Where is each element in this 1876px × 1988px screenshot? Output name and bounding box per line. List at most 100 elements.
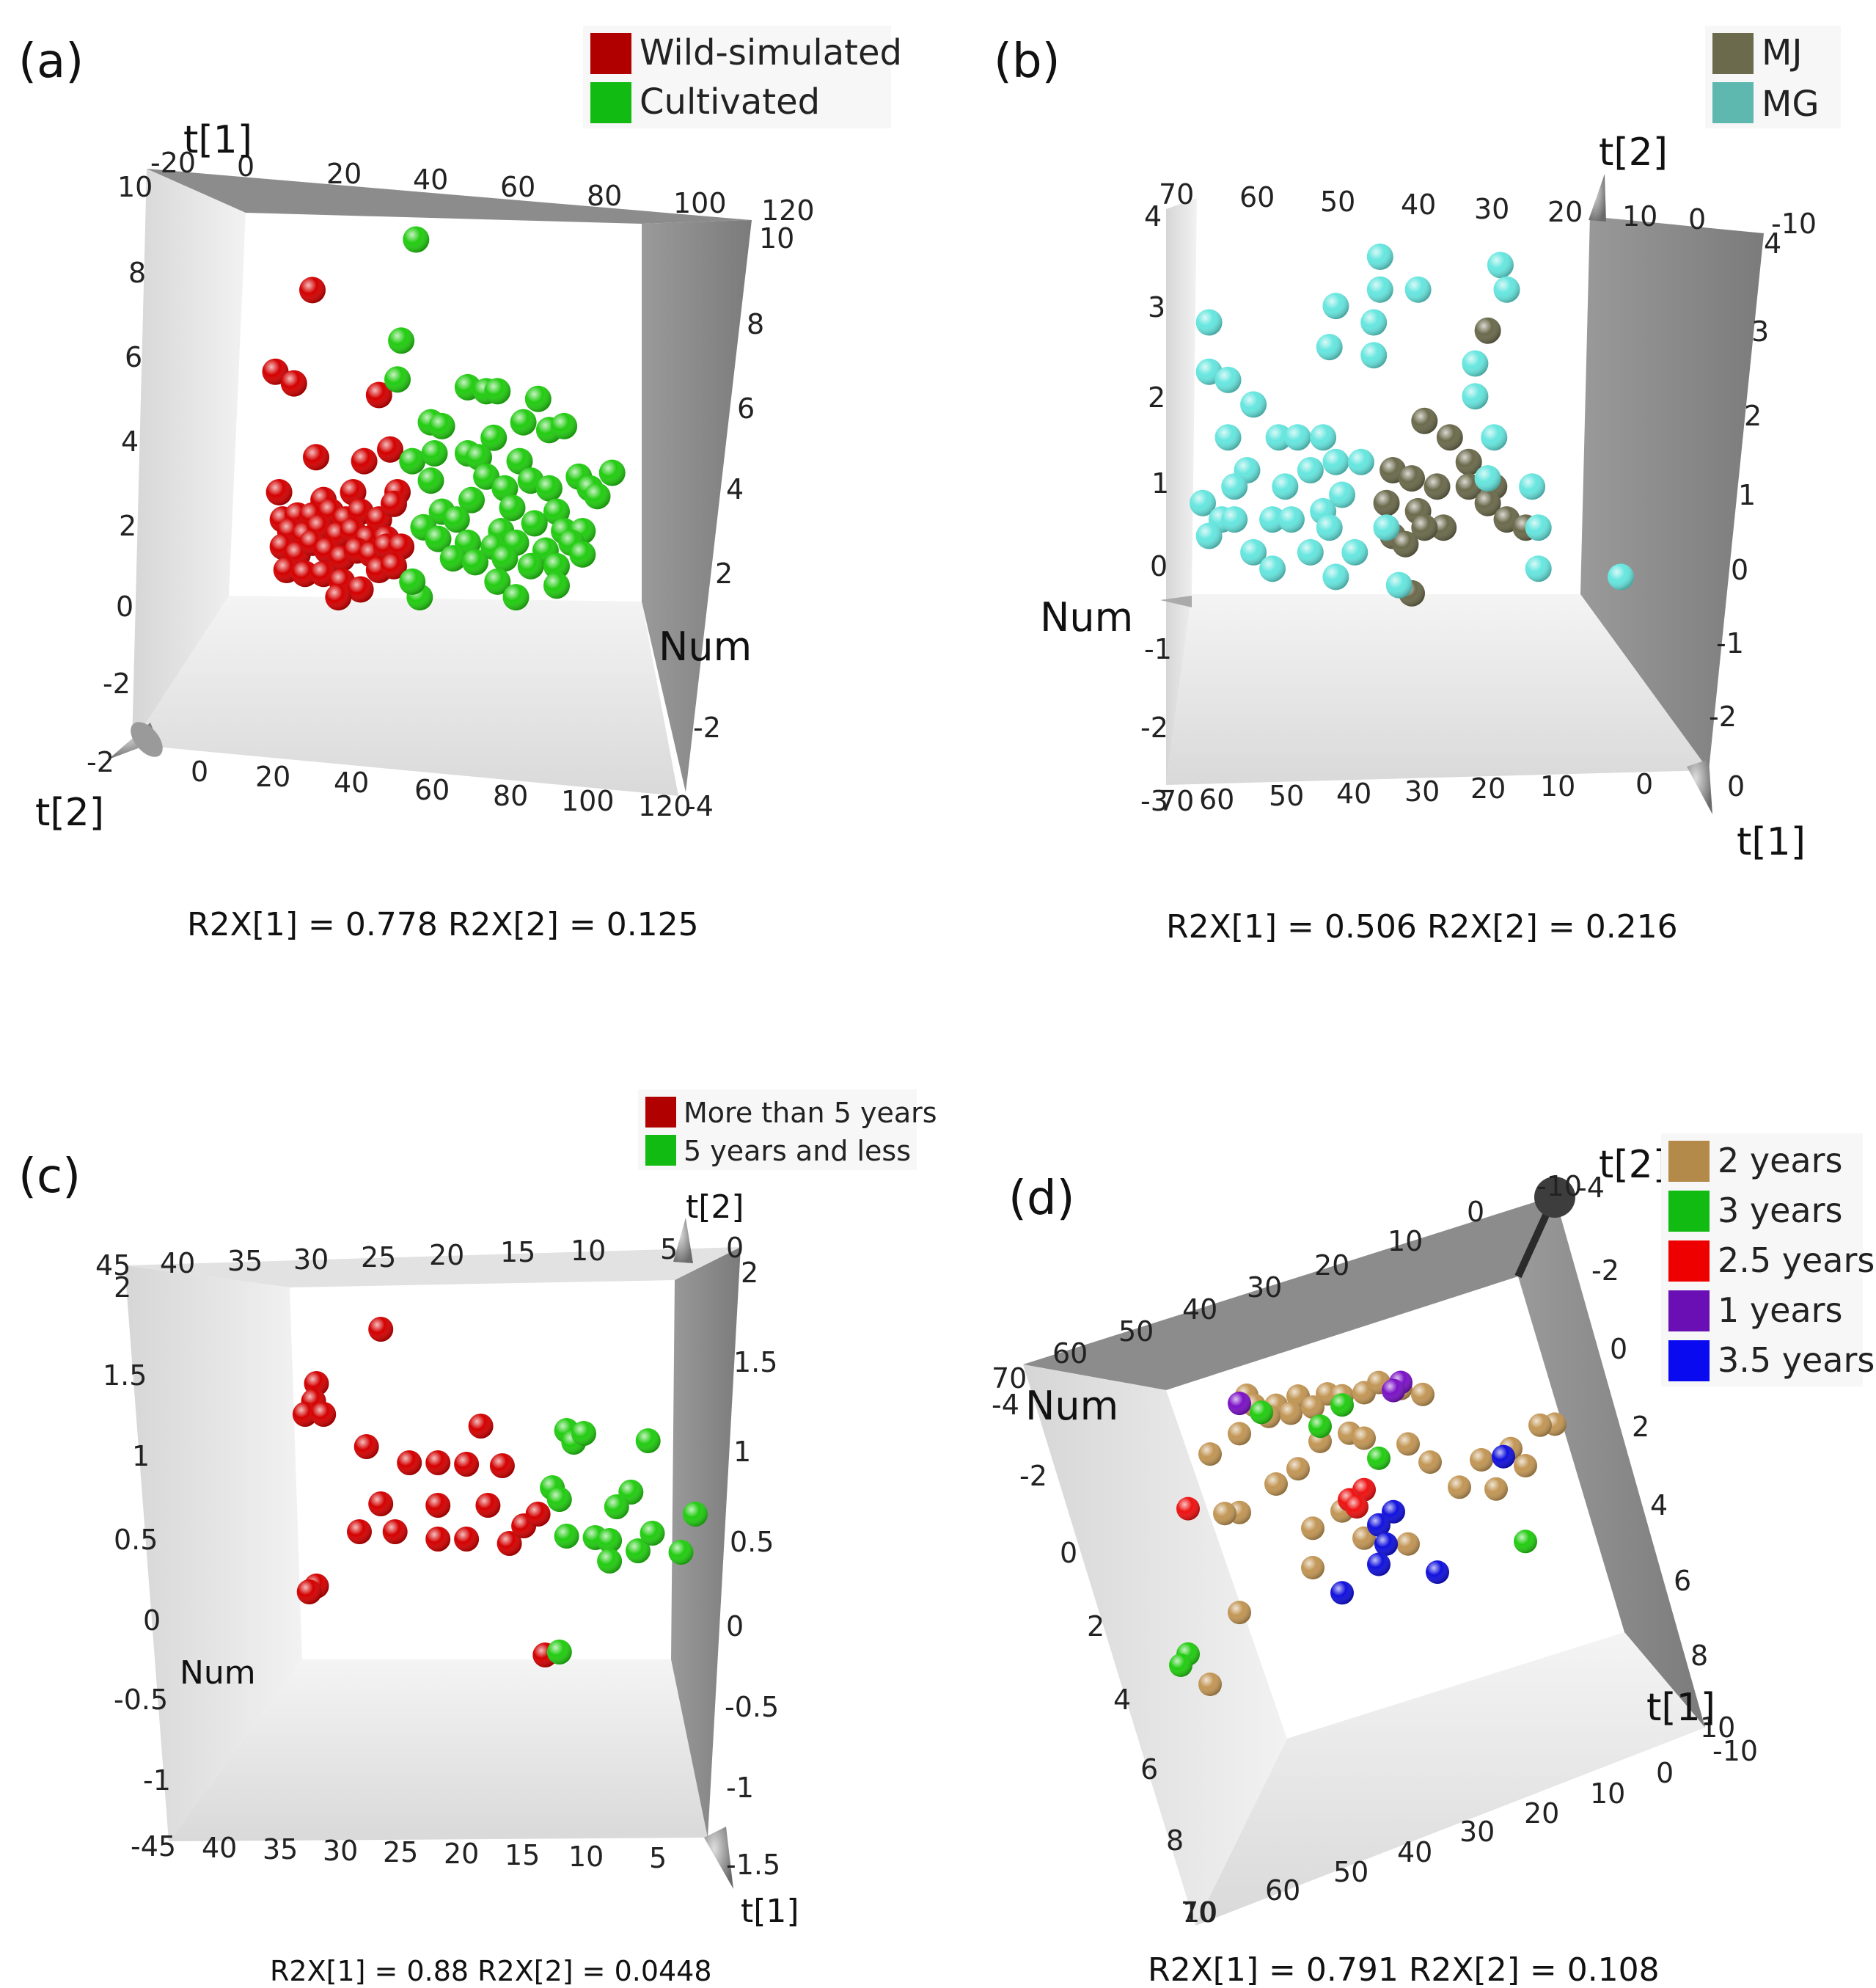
scatter-point: [1474, 317, 1501, 344]
tick-d-right-4: 4: [1650, 1489, 1668, 1521]
point-shade: [535, 475, 563, 502]
scatter-point: [1221, 506, 1248, 533]
point-shade: [1322, 293, 1349, 320]
scatter-point: [1198, 1442, 1222, 1466]
point-shade: [425, 1493, 451, 1518]
point-shade: [546, 1487, 572, 1512]
scatter-point: [280, 370, 307, 397]
scatter-point: [475, 1493, 501, 1518]
scatter-point: [381, 490, 407, 517]
scatter-point: [1214, 366, 1242, 393]
legend-bg-a: [583, 26, 891, 128]
point-shade: [347, 1519, 372, 1544]
scatter-point: [510, 409, 537, 436]
point-shade: [1297, 457, 1324, 483]
point-shade: [1470, 1448, 1493, 1472]
scatter-point: [635, 1428, 661, 1453]
point-shade: [1345, 1495, 1368, 1519]
scatter-point: [292, 1402, 318, 1427]
scatter-point: [569, 541, 596, 568]
point-shade: [1528, 1413, 1552, 1437]
tick-b-right-6: -2: [1709, 701, 1737, 733]
tick-a-top-6: 100: [673, 187, 727, 219]
scatter-point: [1374, 1532, 1398, 1556]
axis-label-b-y: t[2]: [1599, 131, 1668, 175]
scatter-point: [640, 1521, 665, 1546]
scatter-point: [1385, 571, 1413, 599]
legend-swatch-d-2: [1668, 1240, 1710, 1282]
scatter-point: [1195, 309, 1223, 336]
point-shade: [499, 494, 526, 522]
legend-a: Wild-simulated Cultivated: [583, 26, 902, 128]
point-shade: [1373, 514, 1400, 541]
point-shade: [1316, 334, 1343, 361]
point-shade: [417, 467, 444, 494]
scatter-point: [1411, 1382, 1435, 1406]
point-shade: [365, 381, 392, 409]
tick-c-top-3: 30: [293, 1243, 329, 1276]
tick-a-right-0: 10: [759, 222, 794, 255]
point-shade: [571, 1421, 596, 1446]
tick-b-bottom-3: 40: [1336, 778, 1371, 810]
legend-swatch-b-0: [1712, 33, 1754, 74]
scatter-point: [1367, 1446, 1390, 1470]
point-shade: [1462, 383, 1489, 410]
tick-d-bottom-8: -10: [1712, 1735, 1758, 1767]
scatter-point: [462, 549, 488, 576]
point-shade: [388, 327, 415, 354]
point-shade: [683, 1502, 708, 1527]
tick-b-right-3: 1: [1738, 479, 1756, 511]
point-shade: [1221, 473, 1248, 500]
point-shade: [475, 1493, 501, 1518]
legend-label-d-4: 3.5 years: [1718, 1340, 1875, 1380]
tick-b-bottom-7: 0: [1635, 768, 1653, 800]
tick-d-right-6: 8: [1690, 1640, 1708, 1672]
tick-c-top-9: 0: [726, 1232, 744, 1264]
scatter-point: [1404, 276, 1432, 303]
scatter-point: [1448, 1475, 1471, 1499]
tick-d-top-2: 50: [1118, 1315, 1154, 1348]
point-shade: [1301, 1395, 1324, 1419]
point-shade: [597, 1549, 623, 1574]
scatter-point: [1221, 473, 1248, 500]
point-shade: [1608, 563, 1634, 591]
point-shade: [584, 483, 611, 510]
scatter-point: [1329, 481, 1355, 508]
tick-b-left-7: -3: [1140, 785, 1168, 817]
scatter-point: [454, 1527, 480, 1552]
tick-d-bottom-5: 20: [1524, 1797, 1559, 1830]
left-wall-a: [132, 169, 246, 745]
point-shade: [1347, 448, 1374, 475]
point-shade: [1411, 1382, 1435, 1406]
tick-b-top-2: 50: [1320, 186, 1355, 218]
footer-a: R2X[1] = 0.778 R2X[2] = 0.125: [187, 906, 699, 943]
scatter-point: [1392, 530, 1419, 558]
top-wall-d: [1023, 1196, 1555, 1390]
scatter-point: [443, 506, 470, 533]
legend-swatch-b-1: [1712, 82, 1754, 123]
scatter-point: [1493, 276, 1520, 303]
point-shade: [1519, 473, 1546, 500]
legend-b: MJ MG: [1705, 26, 1841, 128]
scatter-point: [1481, 424, 1508, 451]
point-shade: [1367, 1513, 1390, 1537]
legend-swatch-a-0: [590, 33, 631, 74]
panel-b: (b) 70 60 50 40 30 20 10 0 -10 70 60 50 …: [994, 26, 1841, 946]
tick-c-right-0: 2: [741, 1257, 758, 1289]
scatter-point: [584, 483, 611, 510]
tick-a-top-0: -20: [150, 147, 196, 179]
scatter-point: [1347, 448, 1374, 475]
scatter-point: [1297, 457, 1324, 483]
left-wall-c: [125, 1265, 302, 1841]
scatter-point: [571, 1421, 596, 1446]
floor-a: [132, 596, 678, 796]
scatter-point: [1265, 424, 1292, 451]
point-shade: [1228, 1422, 1251, 1446]
tick-a-right-4: 2: [715, 558, 733, 590]
scatter-point: [1525, 555, 1552, 582]
scatter-point: [1360, 309, 1388, 336]
scatter-point: [597, 1549, 623, 1574]
floor-c: [169, 1659, 708, 1841]
tick-d-top-0: 70: [992, 1362, 1027, 1395]
